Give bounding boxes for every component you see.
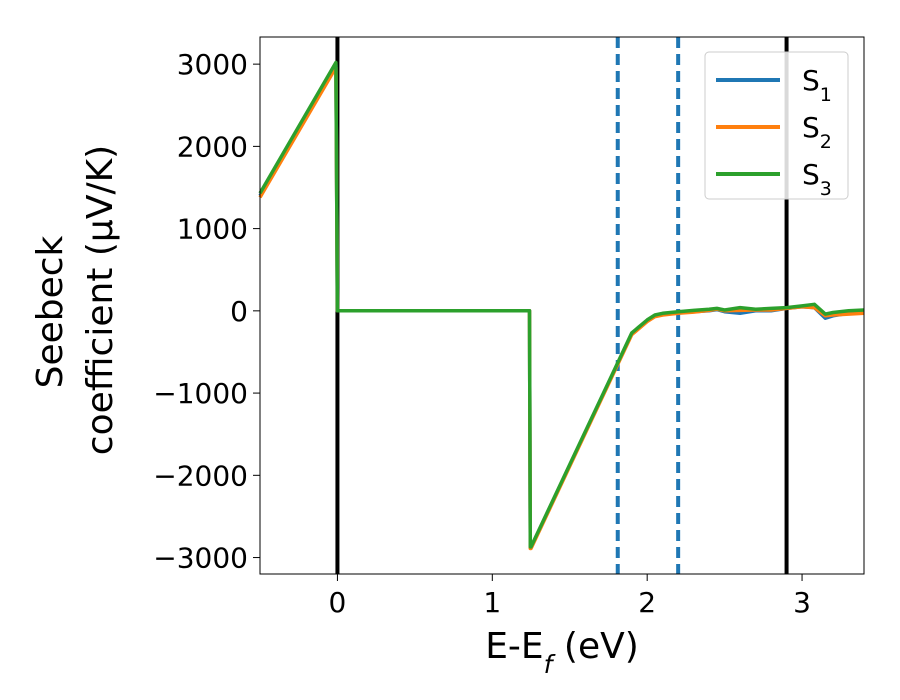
x-tick-label: 1: [483, 586, 501, 619]
legend-label-s2: S2: [802, 111, 832, 153]
y-tick-label: −1000: [153, 377, 248, 410]
legend-label-s1: S1: [802, 64, 832, 106]
y-axis-ticks: −3000 −2000 −1000 0 1000 2000 3000: [153, 48, 260, 575]
y-tick-label: 2000: [177, 130, 248, 163]
legend: S1 S2 S3: [704, 51, 849, 200]
y-axis-title-line1: Seebeck: [30, 235, 71, 388]
series-line-s3: [258, 60, 865, 549]
y-tick-label: 3000: [177, 48, 248, 81]
series-lines: [258, 60, 865, 551]
plot-frame: [259, 36, 865, 575]
x-tick-label: 2: [638, 586, 656, 619]
y-tick-label: 1000: [177, 213, 248, 246]
y-tick-label: −2000: [153, 459, 248, 492]
x-tick-label: 3: [793, 586, 811, 619]
x-tick-label: 0: [329, 586, 347, 619]
x-axis-ticks: 0 1 2 3: [329, 574, 811, 619]
y-axis-title-line2: coefficient (μV/K): [80, 145, 121, 455]
legend-label-s3: S3: [802, 158, 832, 200]
y-tick-label: −3000: [153, 542, 248, 575]
y-tick-label: 0: [230, 295, 248, 328]
x-axis-title: E-Ef (eV): [485, 626, 639, 679]
